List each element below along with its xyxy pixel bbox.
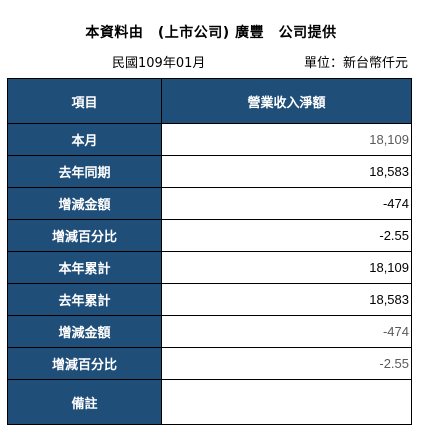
currency-unit: 單位：新台幣仟元: [303, 56, 408, 71]
row-label: 去年同期: [7, 155, 162, 188]
table-row: 增減金額 -474: [7, 187, 412, 220]
row-value: 18,583: [369, 291, 409, 307]
data-source-title: 本資料由 (上市公司) 廣豐 公司提供: [85, 25, 337, 41]
row-value: -2.55: [379, 227, 409, 243]
note-label: 備註: [7, 379, 162, 425]
row-value: 18,109: [369, 259, 409, 275]
row-value-cell: 18,109: [161, 123, 412, 156]
table-row: 增減金額 -474: [7, 315, 412, 348]
table-row: 本年累計 18,109: [7, 251, 412, 284]
note-row: 備註: [7, 379, 412, 425]
report-period: 民國109年01月: [112, 56, 206, 71]
table-row: 去年同期 18,583: [7, 155, 412, 188]
row-value-cell: -474: [161, 315, 412, 348]
column-header-revenue: 營業收入淨額: [161, 78, 412, 124]
table-header-row: 項目 營業收入淨額: [7, 78, 412, 124]
table-row: 本月 18,109: [7, 123, 412, 156]
row-value: -2.55: [379, 355, 409, 371]
row-label: 去年累計: [7, 283, 162, 316]
column-header-item: 項目: [7, 78, 162, 124]
row-value: 18,109: [369, 131, 409, 147]
row-value: -474: [382, 195, 409, 211]
row-value-cell: 18,109: [161, 251, 412, 284]
row-value-cell: -474: [161, 187, 412, 220]
row-value-cell: -2.55: [161, 347, 412, 380]
table-row: 去年累計 18,583: [7, 283, 412, 316]
row-value-cell: 18,583: [161, 155, 412, 188]
report-meta: 民國109年01月 單位：新台幣仟元: [0, 52, 422, 72]
row-value: 18,583: [369, 163, 409, 179]
row-label: 本年累計: [7, 251, 162, 284]
row-label: 增減金額: [7, 187, 162, 220]
revenue-table: 項目 營業收入淨額 本月 18,109 去年同期 18,583 增減金額 -47…: [7, 78, 412, 425]
table-row: 增減百分比 -2.55: [7, 219, 412, 252]
row-label: 增減百分比: [7, 347, 162, 380]
row-label: 增減金額: [7, 315, 162, 348]
row-label: 增減百分比: [7, 219, 162, 252]
row-value-cell: -2.55: [161, 219, 412, 252]
row-label: 本月: [7, 123, 162, 156]
note-value: [161, 379, 412, 425]
row-value-cell: 18,583: [161, 283, 412, 316]
row-value: -474: [382, 323, 409, 339]
table-row: 增減百分比 -2.55: [7, 347, 412, 380]
